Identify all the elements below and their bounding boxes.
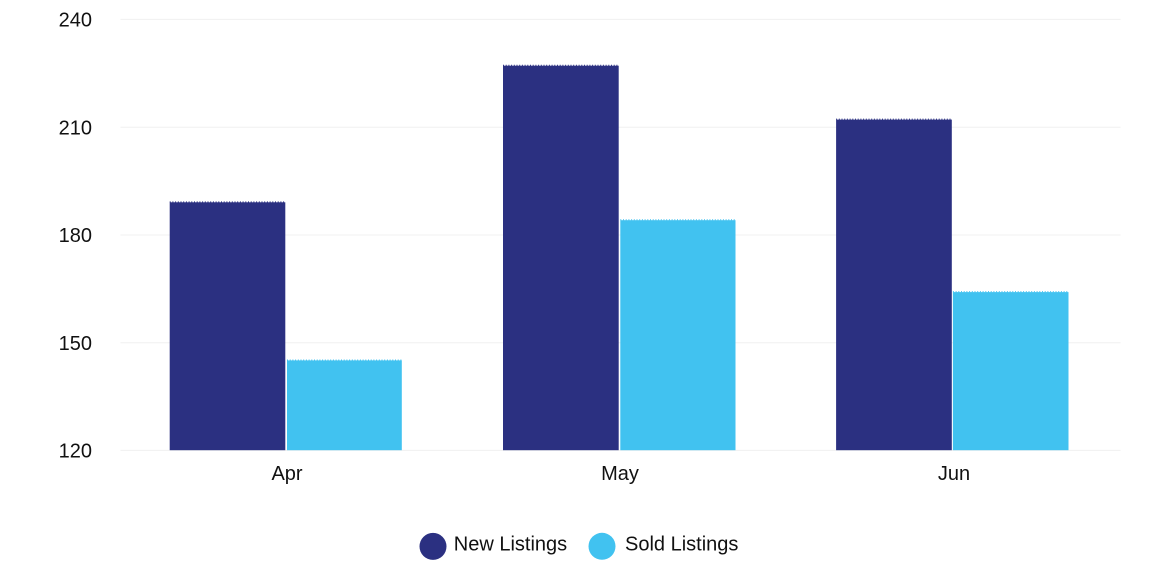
- svg-text:150: 150: [59, 333, 92, 355]
- svg-text:New Listings: New Listings: [454, 534, 567, 556]
- svg-text:120: 120: [59, 441, 92, 463]
- svg-text:May: May: [601, 463, 639, 485]
- svg-text:Jun: Jun: [938, 463, 970, 485]
- svg-text:Sold Listings: Sold Listings: [625, 534, 738, 556]
- svg-text:Apr: Apr: [271, 463, 302, 485]
- svg-text:210: 210: [59, 117, 92, 139]
- svg-text:240: 240: [59, 10, 92, 32]
- svg-text:180: 180: [59, 225, 92, 247]
